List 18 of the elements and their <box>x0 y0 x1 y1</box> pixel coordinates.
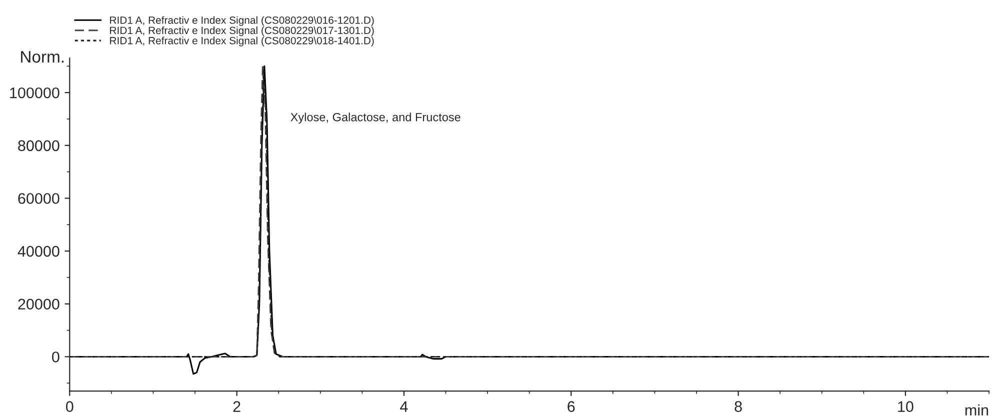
y-tick-label: 40000 <box>18 246 60 257</box>
annotation: Xylose, Galactose, and Fructose <box>290 112 460 124</box>
y-axis-title: Norm. <box>21 51 64 63</box>
legend-label: RID1 A, Refractiv e Index Signal (CS080229\016-1201.D) <box>110 16 374 26</box>
y-tick-label: 20000 <box>18 298 60 310</box>
y-tick-label: 100000 <box>10 87 60 98</box>
y-tick-label: 80000 <box>18 140 60 152</box>
legend-label: RID1 A, Refractiv e Index Signal (CS080229\017-1301.D) <box>110 26 374 36</box>
y-tick-label: 0 <box>52 352 60 362</box>
x-tick-label: 6 <box>568 401 575 412</box>
x-tick-label: 4 <box>400 401 408 412</box>
x-tick-label: 8 <box>734 401 742 412</box>
x-axis-title: min <box>965 404 988 416</box>
x-tick-label: 10 <box>898 401 914 412</box>
x-tick-label: 0 <box>66 401 74 412</box>
y-tick-label: 60000 <box>18 193 60 204</box>
legend-label: RID1 A, Refractiv e Index Signal (CS080229\018-1401.D) <box>110 36 374 46</box>
x-tick-label: 2 <box>233 401 240 412</box>
